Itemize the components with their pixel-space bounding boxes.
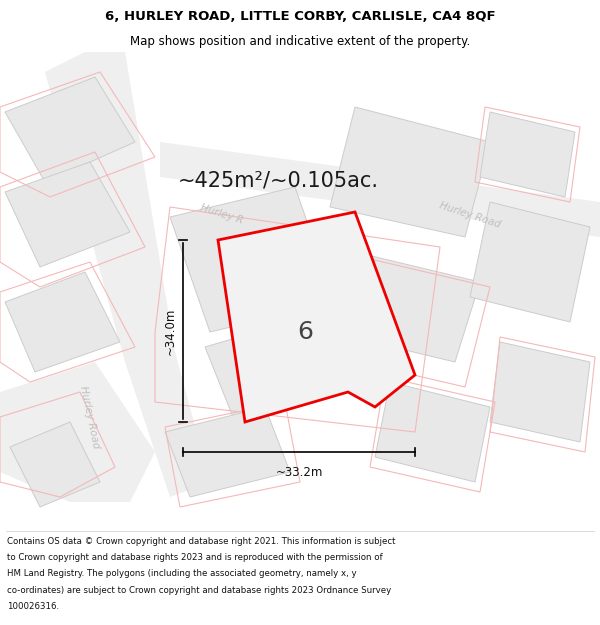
Polygon shape: [330, 252, 480, 362]
Polygon shape: [218, 212, 415, 422]
Text: ~34.0m: ~34.0m: [164, 308, 177, 354]
Text: 6: 6: [297, 320, 313, 344]
Polygon shape: [330, 107, 490, 237]
Polygon shape: [45, 52, 210, 497]
Text: to Crown copyright and database rights 2023 and is reproduced with the permissio: to Crown copyright and database rights 2…: [7, 553, 383, 562]
Text: Hurley R: Hurley R: [199, 202, 245, 226]
Polygon shape: [480, 112, 575, 197]
Polygon shape: [160, 142, 600, 237]
Polygon shape: [5, 77, 135, 182]
Text: Hurley Road: Hurley Road: [438, 201, 502, 229]
Text: HM Land Registry. The polygons (including the associated geometry, namely x, y: HM Land Registry. The polygons (includin…: [7, 569, 357, 578]
Text: co-ordinates) are subject to Crown copyright and database rights 2023 Ordnance S: co-ordinates) are subject to Crown copyr…: [7, 586, 391, 595]
Polygon shape: [205, 322, 320, 422]
Text: Map shows position and indicative extent of the property.: Map shows position and indicative extent…: [130, 36, 470, 48]
Text: ~425m²/~0.105ac.: ~425m²/~0.105ac.: [178, 170, 379, 190]
Polygon shape: [10, 422, 100, 507]
Text: 100026316.: 100026316.: [7, 602, 59, 611]
Polygon shape: [5, 162, 130, 267]
Polygon shape: [375, 382, 490, 482]
Polygon shape: [170, 187, 335, 332]
Text: ~33.2m: ~33.2m: [275, 466, 323, 479]
Polygon shape: [5, 272, 120, 372]
Text: 6, HURLEY ROAD, LITTLE CORBY, CARLISLE, CA4 8QF: 6, HURLEY ROAD, LITTLE CORBY, CARLISLE, …: [104, 11, 496, 23]
Polygon shape: [165, 407, 290, 497]
Text: Contains OS data © Crown copyright and database right 2021. This information is : Contains OS data © Crown copyright and d…: [7, 537, 396, 546]
Text: Hurley Road: Hurley Road: [79, 385, 101, 449]
Polygon shape: [0, 362, 155, 502]
Polygon shape: [490, 342, 590, 442]
Polygon shape: [470, 202, 590, 322]
